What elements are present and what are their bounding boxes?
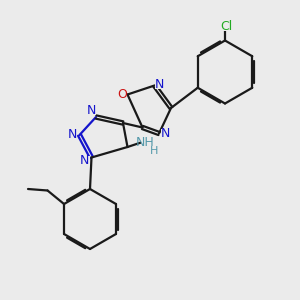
FancyBboxPatch shape — [220, 22, 233, 31]
FancyBboxPatch shape — [87, 106, 96, 115]
FancyBboxPatch shape — [141, 138, 156, 147]
FancyBboxPatch shape — [151, 148, 158, 155]
Text: N: N — [161, 127, 170, 140]
Text: H: H — [150, 146, 159, 157]
FancyBboxPatch shape — [67, 130, 77, 140]
Text: N: N — [80, 154, 90, 167]
Text: Cl: Cl — [220, 20, 232, 33]
Text: N: N — [155, 77, 165, 91]
Text: N: N — [87, 104, 96, 117]
Text: NH: NH — [136, 136, 155, 149]
FancyBboxPatch shape — [155, 80, 165, 88]
Text: O: O — [117, 88, 127, 101]
Text: N: N — [67, 128, 77, 142]
FancyBboxPatch shape — [80, 156, 90, 165]
FancyBboxPatch shape — [117, 90, 127, 99]
FancyBboxPatch shape — [161, 129, 170, 138]
